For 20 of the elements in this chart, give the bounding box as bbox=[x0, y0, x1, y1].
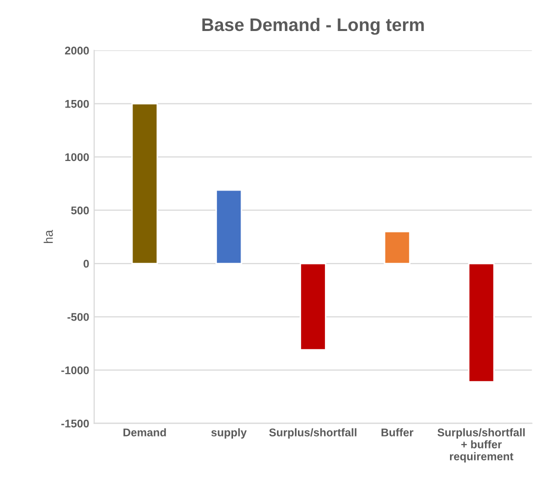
x-tick-label: Surplus/shortfall + buffer requirement bbox=[438, 428, 525, 463]
y-tick-label: 500 bbox=[71, 206, 89, 214]
bar bbox=[131, 102, 158, 264]
y-tick-label: 1500 bbox=[65, 100, 89, 108]
bar bbox=[300, 262, 326, 351]
x-tick-label: Buffer bbox=[382, 428, 414, 436]
y-tick-label: -1000 bbox=[61, 366, 89, 374]
bar bbox=[216, 189, 242, 264]
y-tick-label: -1500 bbox=[61, 420, 89, 428]
y-axis-title: ha bbox=[44, 230, 53, 243]
bar bbox=[468, 262, 495, 382]
x-tick-label: supply bbox=[211, 428, 247, 439]
y-tick-label: 1000 bbox=[65, 153, 89, 162]
bar bbox=[384, 230, 410, 264]
y-tick-label: 0 bbox=[84, 260, 89, 268]
y-tick-label: 2000 bbox=[64, 46, 89, 55]
y-tick-label: -500 bbox=[68, 313, 89, 321]
x-tick-label: Surplus/shortfall bbox=[269, 428, 356, 439]
chart-title: Base Demand - Long term bbox=[202, 18, 424, 35]
x-tick-label: Demand bbox=[124, 428, 166, 436]
